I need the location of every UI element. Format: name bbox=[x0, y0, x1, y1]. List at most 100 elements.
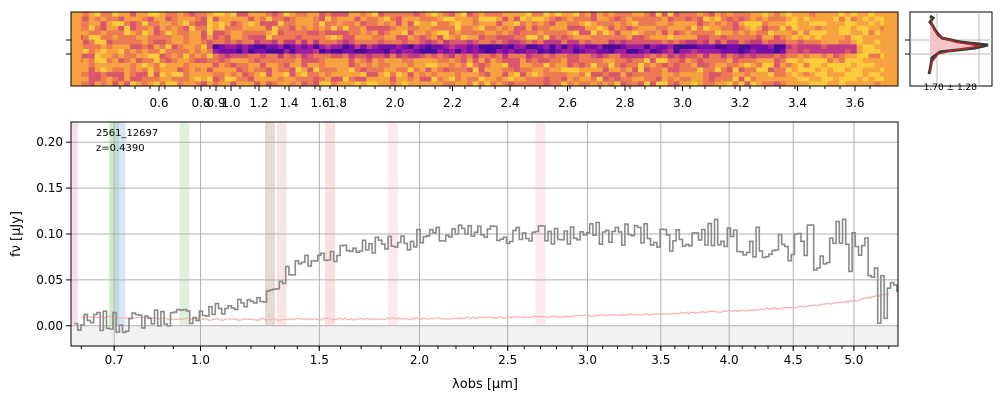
heatmap-cell bbox=[643, 76, 651, 82]
heatmap-cell bbox=[295, 49, 302, 55]
heatmap-cell bbox=[620, 67, 627, 73]
heatmap-cell bbox=[112, 30, 119, 36]
heatmap-cell bbox=[407, 25, 415, 32]
heatmap-cell bbox=[443, 58, 450, 64]
heatmap-cell bbox=[874, 30, 881, 36]
heatmap-cell bbox=[874, 53, 881, 59]
heatmap-cell bbox=[230, 44, 237, 50]
heatmap-cell bbox=[803, 76, 810, 82]
heatmap-cell bbox=[673, 21, 680, 27]
heatmap-cell bbox=[307, 21, 314, 27]
heatmap-cell bbox=[354, 53, 361, 59]
heatmap-cell bbox=[561, 72, 568, 78]
heatmap-cell bbox=[366, 35, 373, 41]
heatmap-cell bbox=[88, 25, 96, 32]
heatmap-cell bbox=[165, 76, 172, 82]
heatmap-cell bbox=[124, 58, 131, 64]
heatmap-cell bbox=[135, 76, 143, 82]
heatmap-cell bbox=[844, 53, 852, 59]
heatmap-cell bbox=[608, 39, 615, 45]
heatmap-cell bbox=[425, 53, 432, 59]
heatmap-cell bbox=[697, 67, 704, 73]
heatmap-cell bbox=[124, 12, 131, 18]
heatmap-cell bbox=[277, 30, 285, 36]
heatmap-cell bbox=[773, 72, 781, 78]
heatmap-cell bbox=[242, 12, 249, 18]
heatmap-cell bbox=[773, 67, 781, 73]
heatmap-cell bbox=[82, 44, 90, 50]
heatmap-cell bbox=[466, 39, 474, 45]
heatmap-cell bbox=[460, 72, 468, 78]
heatmap-cell bbox=[248, 30, 255, 36]
heatmap-cell bbox=[673, 67, 680, 73]
heatmap-cell bbox=[236, 81, 243, 87]
heatmap-cell bbox=[561, 35, 568, 41]
heatmap-cell bbox=[283, 76, 291, 82]
heatmap-cell bbox=[673, 62, 680, 69]
heatmap-cell bbox=[147, 67, 155, 73]
heatmap-cell bbox=[638, 58, 645, 64]
heatmap-cell bbox=[549, 49, 556, 55]
heatmap-cell bbox=[466, 76, 474, 82]
heatmap-cell bbox=[809, 35, 816, 41]
heatmap-cell bbox=[384, 25, 391, 32]
heatmap-cell bbox=[336, 21, 344, 27]
heatmap-cell bbox=[838, 58, 846, 64]
heatmap-cell bbox=[708, 35, 716, 41]
heatmap-cell bbox=[407, 72, 415, 78]
heatmap-cell bbox=[608, 12, 615, 18]
heatmap-cell bbox=[283, 21, 291, 27]
main-xticks: 0.7 1.0 1.5 2.0 2.5 3.0 3.5 4.0 4.5 5.0 bbox=[80, 346, 890, 367]
heatmap-cell bbox=[407, 16, 415, 22]
heatmap-cell bbox=[218, 49, 226, 55]
heatmap-cell bbox=[738, 39, 745, 45]
heatmap-cell bbox=[153, 81, 161, 87]
heatmap-cell bbox=[431, 53, 438, 59]
heatmap-cell bbox=[212, 67, 220, 73]
heatmap-cell bbox=[626, 72, 633, 78]
heatmap-cell bbox=[596, 49, 604, 55]
heatmap-cell bbox=[608, 67, 615, 73]
heatmap-cell bbox=[460, 25, 468, 32]
object-id-label: 2561_12697 bbox=[96, 128, 158, 139]
heatmap-cell bbox=[797, 67, 804, 73]
heatmap-cell bbox=[325, 76, 332, 82]
heatmap-cell bbox=[844, 25, 852, 32]
heatmap-cell bbox=[685, 81, 692, 87]
heatmap-cell bbox=[809, 62, 816, 69]
heatmap-cell bbox=[384, 81, 391, 87]
heatmap-cell bbox=[118, 21, 125, 27]
heatmap-cell bbox=[307, 35, 314, 41]
heatmap-cell bbox=[638, 67, 645, 73]
heatmap-cell bbox=[413, 30, 421, 36]
heatmap-cell bbox=[756, 76, 763, 82]
heatmap-cell bbox=[862, 76, 869, 82]
heatmap-cell bbox=[348, 39, 356, 45]
heatmap-cell bbox=[82, 58, 90, 64]
heatmap-cell bbox=[868, 21, 875, 27]
heatmap-cell bbox=[732, 53, 740, 59]
heatmap-cell bbox=[608, 53, 615, 59]
heatmap-cell bbox=[260, 39, 267, 45]
heatmap-cell bbox=[868, 58, 875, 64]
heatmap-cell bbox=[94, 67, 102, 73]
heatmap-cell bbox=[773, 58, 781, 64]
heatmap-cell bbox=[750, 53, 757, 59]
heatmap-cell bbox=[206, 21, 214, 27]
heatmap-cell bbox=[579, 44, 586, 50]
spectrum-2d-xtick-label: 3.6 bbox=[845, 96, 864, 110]
heatmap-cell bbox=[496, 81, 503, 87]
heatmap-cell bbox=[573, 67, 580, 73]
heatmap-cell bbox=[655, 44, 663, 50]
heatmap-cell bbox=[307, 76, 314, 82]
heatmap-cell bbox=[218, 81, 226, 87]
heatmap-cell bbox=[614, 16, 621, 22]
heatmap-cell bbox=[130, 72, 137, 78]
heatmap-cell bbox=[768, 53, 775, 59]
heatmap-cell bbox=[838, 30, 846, 36]
heatmap-cell bbox=[750, 12, 757, 18]
heatmap-cell bbox=[177, 30, 184, 36]
heatmap-cell bbox=[590, 58, 598, 64]
heatmap-cell bbox=[602, 39, 610, 45]
heatmap-cell bbox=[183, 76, 190, 82]
